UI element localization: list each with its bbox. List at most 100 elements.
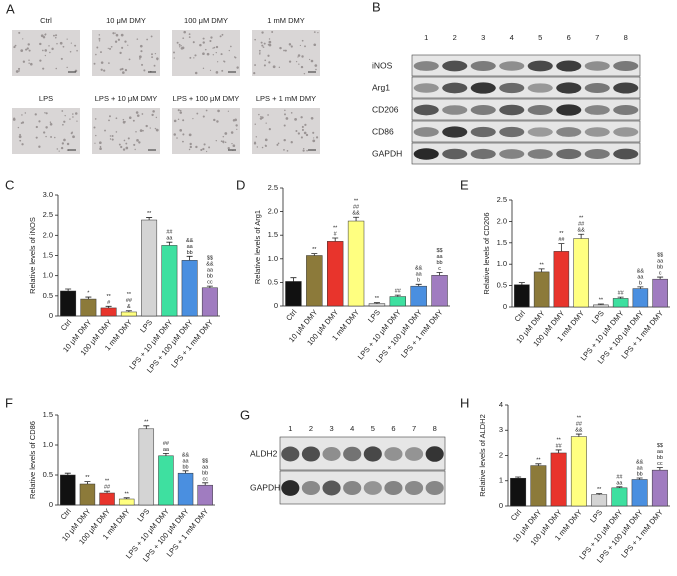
cell [124,40,127,43]
cell [196,112,199,115]
cell [222,141,225,144]
cell [14,44,17,47]
cell [215,139,217,142]
error-bar [538,268,545,272]
cell [173,119,177,123]
lane-label: 6 [391,424,395,433]
cell [156,58,159,61]
cell [222,135,225,138]
significance: aa [202,464,209,470]
cell [182,119,185,122]
y-tick-label: 0 [49,311,53,320]
cell [39,59,42,62]
cell [109,47,112,50]
image-label: LPS + 100 μM DMY [173,94,240,103]
cell [51,47,54,51]
cell [277,142,280,145]
significance: ** [599,297,604,303]
cell [228,49,230,52]
cell [264,138,268,142]
band [470,148,496,160]
bar [573,238,589,308]
cell [268,43,272,47]
significance: bb [187,250,193,256]
x-tick-label: Ctrl [509,508,524,523]
cell [194,71,198,75]
significance: cc [657,461,663,467]
cell [98,37,101,40]
cell [43,131,46,134]
cell [142,129,144,132]
error-bar [332,237,339,242]
band [301,446,321,462]
significance: cc [207,280,213,286]
cell [55,34,58,37]
cell [54,136,56,139]
cell [141,113,144,115]
cell [38,120,41,123]
cell [95,134,97,137]
cell [21,143,24,146]
cell [132,119,135,122]
cell [176,41,179,44]
cell [110,45,113,48]
cell [38,145,41,148]
significance: ** [125,491,130,497]
cell [220,140,223,142]
bar [177,472,194,506]
significance: ** [375,296,380,302]
bar [100,307,117,317]
y-tick-label: 0.5 [268,277,278,286]
cell [236,66,239,69]
cell [303,72,306,75]
cell [235,124,238,127]
cell [136,38,139,40]
cell [135,130,137,133]
cell [203,143,206,146]
cell [141,63,144,66]
cell [45,135,47,138]
y-tick-label: 0.5 [43,291,53,300]
cell [217,61,219,63]
micrograph [172,108,240,154]
cell [284,109,286,112]
lane-label: 7 [412,424,416,433]
significance: && [186,238,194,244]
cell [20,49,24,53]
cell [125,146,129,150]
y-tick-label: 1.5 [268,230,278,239]
cell [143,69,146,72]
bar [201,287,218,317]
cell [204,48,207,51]
cell [312,139,316,143]
cell [192,118,194,120]
error-bar [578,233,585,239]
cell [60,57,63,60]
cell [256,146,259,148]
error-bar [125,310,132,312]
cell [25,48,28,51]
cell [40,34,44,38]
error-bar [616,486,623,488]
cell [290,112,293,114]
significance: bb [637,471,643,477]
cell [179,111,183,114]
cell [44,112,46,114]
lane-label: 1 [424,33,428,42]
cell [61,110,64,112]
band [499,104,525,116]
y-tick-label: 1.5 [43,410,53,419]
cell [295,60,298,63]
significance: $$ [657,252,663,258]
cell [121,46,124,49]
error-bar [637,286,644,289]
cell [124,68,128,72]
bar [431,275,448,307]
band [425,480,444,496]
x-tick-label: Ctrl [513,309,528,324]
cell [72,116,74,118]
band [470,105,496,115]
cell [215,51,217,54]
cell [290,141,293,144]
significance: c [659,270,662,276]
